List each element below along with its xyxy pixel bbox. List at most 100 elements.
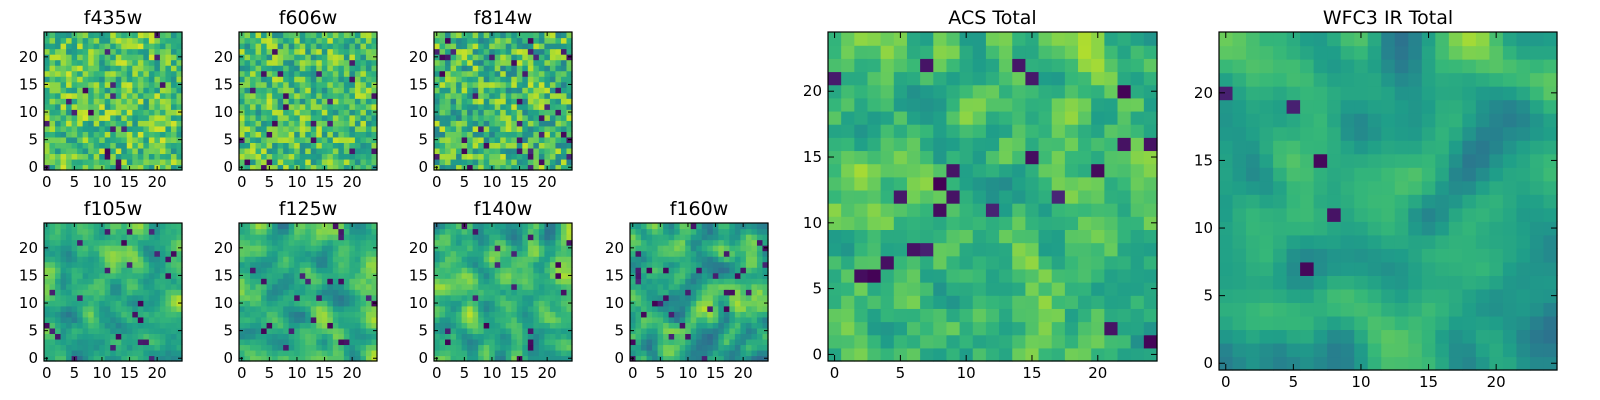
heatmap-cell (55, 322, 62, 329)
heatmap-cell (283, 327, 290, 334)
heatmap-cell (143, 278, 150, 285)
heatmap-cell (478, 234, 485, 241)
heatmap-cell (316, 256, 323, 263)
heatmap-cell (277, 278, 284, 285)
heatmap-cell (110, 43, 117, 50)
heatmap-cell (718, 316, 725, 323)
heatmap-cell (332, 147, 339, 155)
heatmap-cell (332, 283, 339, 290)
heatmap-cell (88, 344, 95, 351)
heatmap-cell (104, 278, 111, 285)
heatmap-cell (266, 294, 273, 301)
heatmap-cell (310, 256, 317, 263)
heatmap-cell (126, 267, 133, 274)
heatmap-cell (472, 250, 479, 257)
heatmap-cell (310, 355, 317, 362)
heatmap-cell (159, 294, 167, 301)
heatmap-cell (560, 32, 568, 39)
heatmap-cell (148, 294, 155, 301)
heatmap-cell (143, 76, 150, 83)
heatmap-cell (261, 245, 268, 252)
heatmap-cell (88, 316, 95, 323)
heatmap-cell (343, 327, 350, 334)
heatmap-cell (332, 48, 339, 55)
heatmap-cell (266, 153, 273, 160)
heatmap-cell (505, 59, 512, 66)
heatmap-cell (338, 278, 345, 285)
heatmap-cell (371, 103, 378, 110)
heatmap-cell (99, 344, 106, 351)
heatmap-cell (1051, 282, 1066, 296)
heatmap-cell (360, 283, 367, 290)
heatmap-cell (77, 267, 84, 274)
heatmap-cell (49, 153, 56, 160)
heatmap-cell (354, 87, 362, 94)
heatmap-cell (467, 142, 474, 149)
heatmap-cell (696, 338, 703, 346)
heatmap-cell (71, 349, 78, 357)
heatmap-cell (707, 311, 714, 318)
heatmap-cell (137, 87, 144, 94)
heatmap-cell (299, 338, 306, 346)
heatmap-cell (283, 272, 290, 279)
heatmap-cell (511, 153, 518, 160)
heatmap-cell (82, 256, 89, 263)
heatmap-cell (500, 87, 507, 94)
heatmap-cell (176, 294, 183, 301)
heatmap-cell (121, 153, 128, 160)
heatmap-cell (696, 272, 703, 279)
heatmap-cell (701, 322, 708, 329)
heatmap-cell (272, 120, 279, 127)
heatmap-cell (261, 283, 268, 290)
heatmap-cell (137, 131, 144, 138)
heatmap-cell (467, 147, 474, 155)
heatmap-cell (690, 267, 697, 274)
heatmap-cell (99, 142, 106, 149)
heatmap-cell (999, 229, 1013, 244)
heatmap-cell (261, 338, 268, 346)
heatmap-cell (538, 87, 545, 94)
heatmap-cell (365, 76, 373, 83)
heatmap-cell (456, 109, 463, 116)
heatmap-cell (906, 163, 921, 178)
heatmap-cell (549, 294, 557, 301)
heatmap-cell (696, 250, 703, 257)
heatmap-cell (500, 272, 507, 279)
heatmap-cell (305, 250, 312, 257)
heatmap-cell (66, 103, 73, 110)
heatmap-cell (533, 283, 540, 290)
heatmap-cell (104, 261, 111, 268)
heatmap-cell (478, 32, 485, 39)
heatmap-cell (349, 245, 356, 252)
heatmap-cell (321, 120, 328, 127)
heatmap-cell (170, 272, 178, 279)
heatmap-cell (115, 245, 122, 252)
heatmap-cell (712, 305, 719, 312)
heatmap-cell (467, 109, 474, 116)
heatmap-cell (165, 278, 172, 285)
heatmap-cell (60, 349, 67, 357)
heatmap-cell (148, 300, 155, 307)
heatmap-cell (723, 228, 730, 235)
heatmap-cell (630, 294, 637, 301)
heatmap-cell (467, 48, 474, 55)
heatmap-cell (148, 76, 155, 83)
heatmap-cell (439, 32, 446, 39)
heatmap-cell (483, 37, 490, 44)
heatmap-cell (77, 65, 84, 72)
heatmap-cell (734, 228, 741, 235)
heatmap-cell (456, 136, 463, 143)
heatmap-cell (121, 272, 128, 279)
heatmap-cell (467, 92, 474, 99)
heatmap-cell (1038, 295, 1053, 309)
heatmap-cell (49, 164, 56, 171)
heatmap-cell (71, 37, 78, 44)
heatmap-cell (701, 338, 708, 346)
heatmap-cell (99, 59, 106, 66)
heatmap-cell (549, 327, 557, 334)
heatmap-cell (305, 327, 312, 334)
heatmap-cell (283, 289, 290, 296)
heatmap-cell (60, 278, 67, 285)
heatmap-cell (867, 282, 882, 296)
heatmap-cell (933, 189, 948, 204)
